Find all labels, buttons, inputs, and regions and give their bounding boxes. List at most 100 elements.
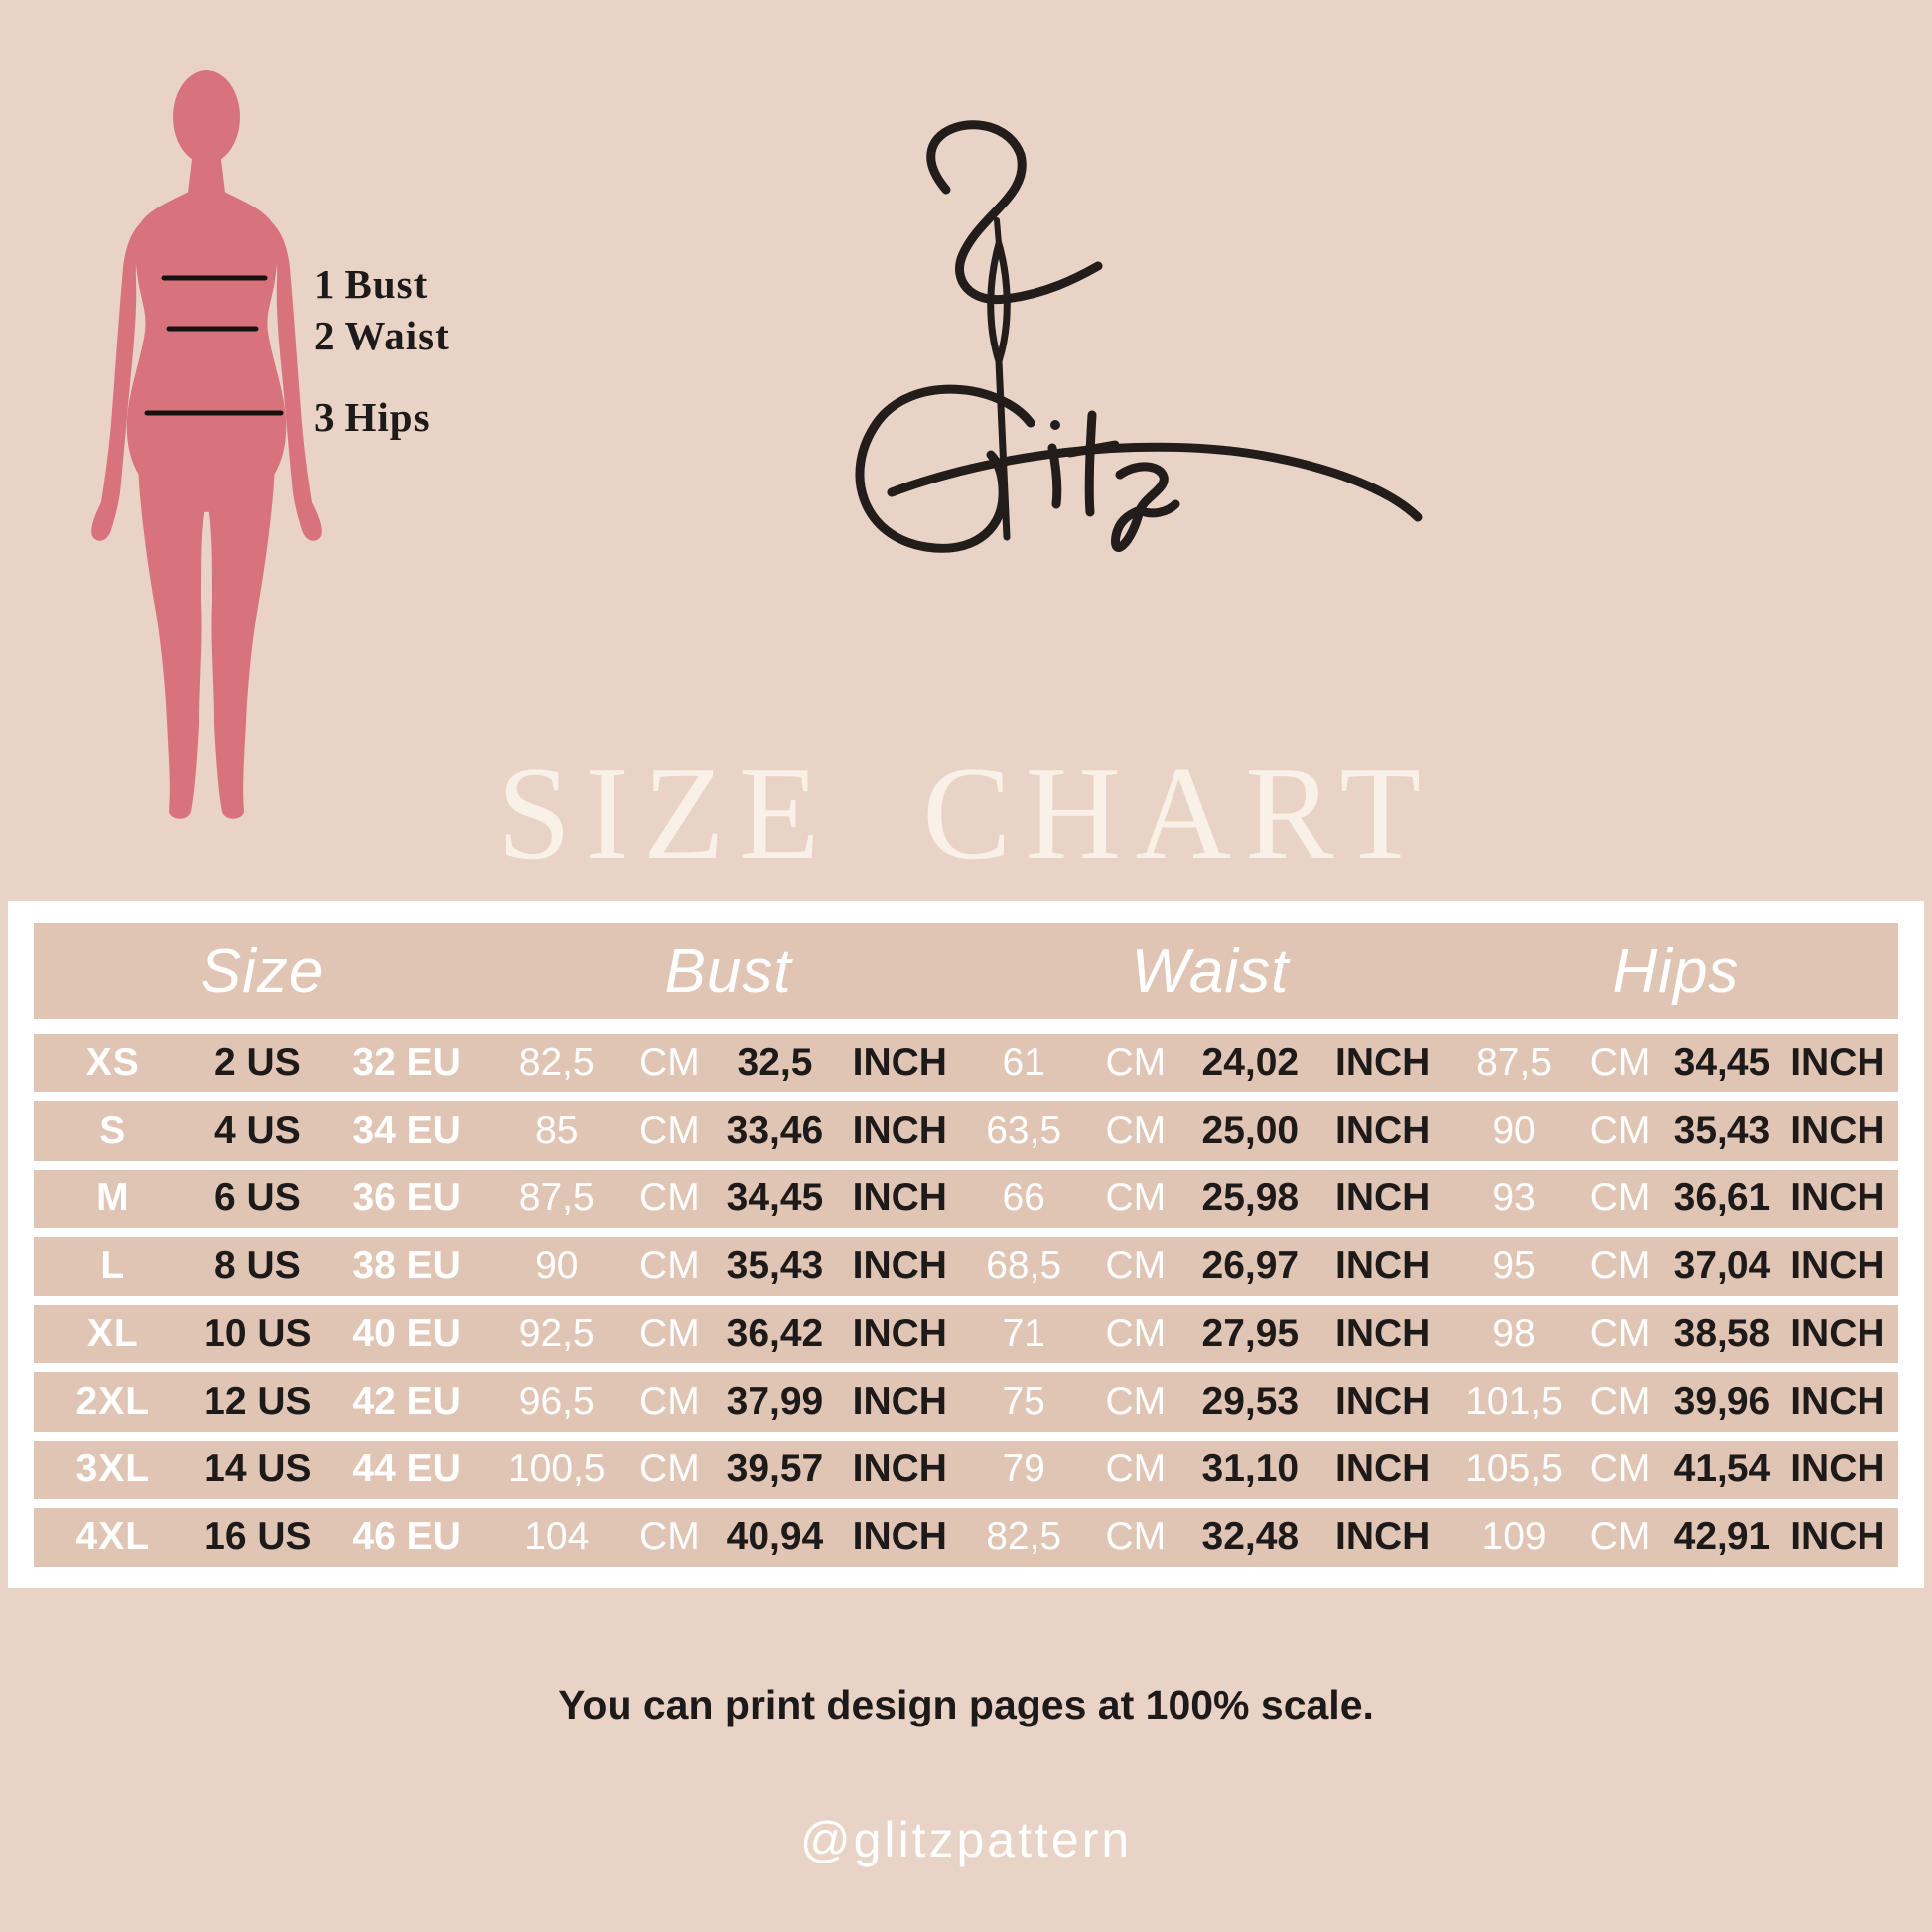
bust-cm-unit: CM bbox=[639, 1040, 700, 1084]
hips-inch-unit: INCH bbox=[1790, 1311, 1885, 1355]
us-size-cell: 10 US bbox=[204, 1311, 312, 1355]
table-header-row: Size Bust Waist Hips bbox=[34, 923, 1898, 1019]
waist-cm-unit: CM bbox=[1105, 1108, 1167, 1152]
header-bust: Bust bbox=[664, 936, 792, 1006]
glitz-logo bbox=[832, 95, 1448, 572]
hips-cm-value: 90 bbox=[1492, 1108, 1536, 1152]
header-size: Size bbox=[200, 936, 325, 1006]
bust-inch-unit: INCH bbox=[852, 1176, 947, 1220]
waist-inch-unit: INCH bbox=[1334, 1108, 1431, 1152]
hips-inch-value: 35,43 bbox=[1673, 1108, 1771, 1152]
hips-cm-unit: CM bbox=[1589, 1040, 1651, 1084]
bust-cm-unit: CM bbox=[639, 1244, 700, 1288]
hips-cm-value: 98 bbox=[1492, 1311, 1536, 1355]
hips-inch-value: 36,61 bbox=[1673, 1176, 1771, 1220]
size-cell: L bbox=[100, 1244, 126, 1288]
waist-cm-value: 79 bbox=[1002, 1448, 1045, 1491]
size-table: Size Bust Waist Hips XS 2 US 32 EU 82,5 … bbox=[8, 901, 1924, 1588]
waist-cm-unit: CM bbox=[1105, 1244, 1167, 1288]
waist-cm-value: 82,5 bbox=[986, 1515, 1062, 1559]
hips-inch-unit: INCH bbox=[1790, 1040, 1885, 1084]
header-waist: Waist bbox=[1131, 936, 1290, 1006]
size-cell: 2XL bbox=[75, 1379, 151, 1423]
table-row: M 6 US 36 EU 87,5 CM 34,45 INCH 66 CM 25… bbox=[34, 1169, 1898, 1228]
hips-cm-value: 105,5 bbox=[1465, 1448, 1563, 1491]
waist-cm-unit: CM bbox=[1105, 1379, 1167, 1423]
us-size-cell: 6 US bbox=[214, 1176, 301, 1220]
bust-cm-unit: CM bbox=[639, 1176, 700, 1220]
hips-inch-unit: INCH bbox=[1790, 1515, 1885, 1559]
waist-cm-unit: CM bbox=[1105, 1515, 1167, 1559]
eu-size-cell: 46 EU bbox=[352, 1515, 461, 1559]
bust-measure-label: 1 Bust bbox=[314, 260, 428, 308]
waist-inch-value: 25,98 bbox=[1201, 1176, 1300, 1220]
waist-inch-value: 27,95 bbox=[1201, 1311, 1300, 1355]
waist-inch-value: 31,10 bbox=[1201, 1448, 1300, 1491]
size-cell: XL bbox=[86, 1311, 139, 1355]
waist-cm-unit: CM bbox=[1105, 1311, 1167, 1355]
measurement-figure: 1 Bust 2 Waist 3 Hips bbox=[87, 66, 504, 840]
bust-inch-value: 33,46 bbox=[726, 1108, 824, 1152]
bust-text: Bust bbox=[345, 261, 429, 307]
waist-cm-value: 75 bbox=[1002, 1379, 1045, 1423]
instagram-handle: @glitzpattern bbox=[799, 1812, 1133, 1867]
hips-inch-value: 41,54 bbox=[1673, 1448, 1771, 1491]
bust-inch-unit: INCH bbox=[852, 1448, 947, 1491]
eu-size-cell: 44 EU bbox=[352, 1448, 461, 1491]
hips-inch-value: 37,04 bbox=[1673, 1244, 1771, 1288]
bust-cm-value: 100,5 bbox=[507, 1448, 606, 1491]
hips-cm-value: 95 bbox=[1492, 1244, 1536, 1288]
bust-inch-unit: INCH bbox=[852, 1379, 947, 1423]
waist-inch-value: 26,97 bbox=[1201, 1244, 1300, 1288]
hips-inch-unit: INCH bbox=[1790, 1244, 1885, 1288]
us-size-cell: 14 US bbox=[204, 1448, 312, 1491]
page-title: SIZE CHART bbox=[496, 740, 1436, 887]
bust-inch-unit: INCH bbox=[852, 1108, 947, 1152]
eu-size-cell: 40 EU bbox=[352, 1311, 461, 1355]
bust-cm-unit: CM bbox=[639, 1311, 700, 1355]
bust-cm-unit: CM bbox=[639, 1515, 700, 1559]
waist-cm-value: 63,5 bbox=[986, 1108, 1062, 1152]
bust-cm-value: 85 bbox=[535, 1108, 579, 1152]
waist-inch-unit: INCH bbox=[1334, 1379, 1431, 1423]
bust-cm-unit: CM bbox=[639, 1108, 700, 1152]
bust-inch-value: 40,94 bbox=[726, 1515, 824, 1559]
us-size-cell: 16 US bbox=[204, 1515, 312, 1559]
size-cell: 4XL bbox=[75, 1515, 151, 1559]
hips-inch-unit: INCH bbox=[1790, 1108, 1885, 1152]
us-size-cell: 4 US bbox=[214, 1108, 301, 1152]
hips-inch-unit: INCH bbox=[1790, 1379, 1885, 1423]
bust-inch-value: 37,99 bbox=[726, 1379, 824, 1423]
print-scale-note: You can print design pages at 100% scale… bbox=[558, 1682, 1374, 1727]
waist-inch-unit: INCH bbox=[1334, 1244, 1431, 1288]
eu-size-cell: 34 EU bbox=[352, 1108, 461, 1152]
woman-silhouette-icon bbox=[91, 70, 322, 819]
hips-inch-unit: INCH bbox=[1790, 1448, 1885, 1491]
hips-cm-unit: CM bbox=[1589, 1108, 1651, 1152]
table-row: 2XL 12 US 42 EU 96,5 CM 37,99 INCH 75 CM… bbox=[34, 1372, 1898, 1432]
waist-inch-unit: INCH bbox=[1334, 1176, 1431, 1220]
waist-cm-unit: CM bbox=[1105, 1040, 1167, 1084]
waist-cm-unit: CM bbox=[1105, 1176, 1167, 1220]
eu-size-cell: 38 EU bbox=[352, 1244, 461, 1288]
hips-number: 3 bbox=[314, 394, 336, 440]
waist-cm-unit: CM bbox=[1105, 1448, 1167, 1491]
waist-inch-unit: INCH bbox=[1334, 1515, 1431, 1559]
table-body: XS 2 US 32 EU 82,5 CM 32,5 INCH 61 CM 24… bbox=[34, 1034, 1898, 1567]
waist-measure-label: 2 Waist bbox=[314, 312, 450, 359]
table-row: XS 2 US 32 EU 82,5 CM 32,5 INCH 61 CM 24… bbox=[34, 1034, 1898, 1093]
hips-cm-value: 101,5 bbox=[1465, 1379, 1563, 1423]
table-row: L 8 US 38 EU 90 CM 35,43 INCH 68,5 CM 26… bbox=[34, 1236, 1898, 1296]
bust-inch-value: 35,43 bbox=[726, 1244, 824, 1288]
hips-cm-value: 93 bbox=[1492, 1176, 1536, 1220]
hips-inch-value: 38,58 bbox=[1673, 1311, 1771, 1355]
bust-inch-unit: INCH bbox=[852, 1040, 947, 1084]
size-cell: M bbox=[96, 1176, 130, 1220]
bust-cm-value: 96,5 bbox=[518, 1379, 595, 1423]
hips-cm-unit: CM bbox=[1589, 1176, 1651, 1220]
hips-inch-unit: INCH bbox=[1790, 1176, 1885, 1220]
hips-measure-label: 3 Hips bbox=[314, 393, 431, 441]
hips-cm-unit: CM bbox=[1589, 1515, 1651, 1559]
hips-cm-value: 109 bbox=[1481, 1515, 1547, 1559]
bust-inch-value: 32,5 bbox=[737, 1040, 813, 1084]
